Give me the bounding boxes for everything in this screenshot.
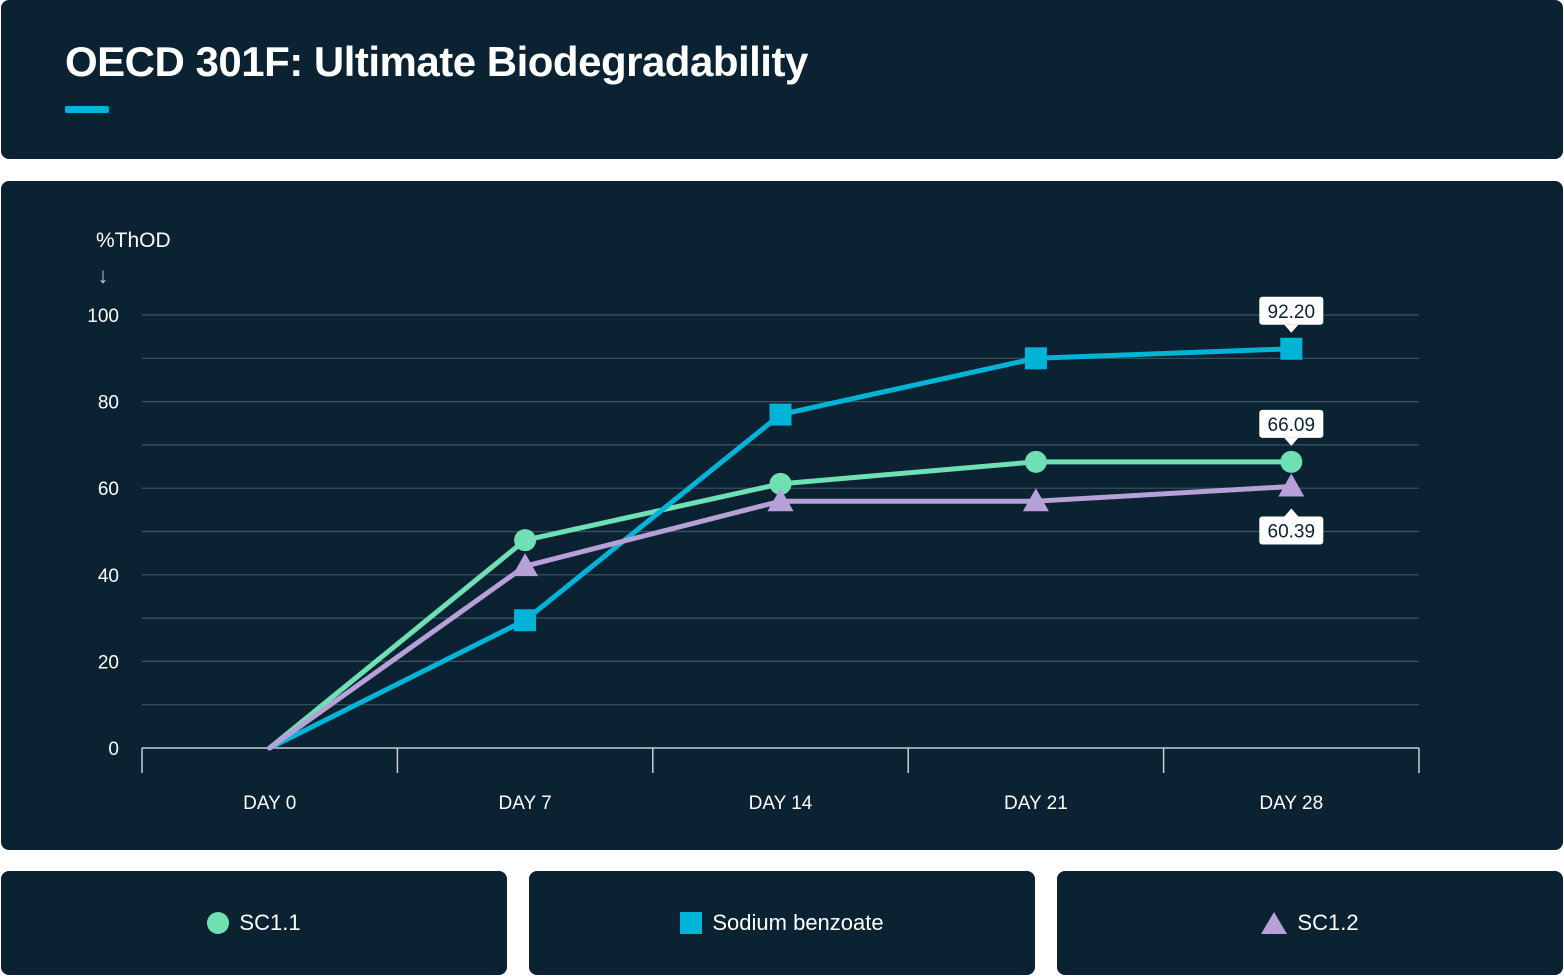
- triangle-point: [1022, 488, 1049, 512]
- legend-label: SC1.2: [1297, 910, 1359, 935]
- x-tick-label: DAY 7: [499, 793, 552, 814]
- y-tick-label: 60: [98, 479, 119, 500]
- x-tick-label: DAY 28: [1259, 793, 1323, 814]
- legend-item-sc1-1[interactable]: SC1.1: [1, 871, 507, 975]
- circle-point: [1280, 450, 1303, 473]
- square-point: [514, 609, 537, 632]
- triangle-point: [767, 488, 794, 512]
- square-point: [769, 403, 792, 426]
- legend-label: SC1.1: [239, 910, 301, 935]
- y-tick-label: 100: [87, 306, 119, 327]
- label-layer: 66.09 92.20 60.39: [1259, 296, 1324, 545]
- header-panel: OECD 301F: Ultimate Biodegradability: [1, 0, 1563, 159]
- value-callout: 60.39: [1259, 508, 1324, 545]
- x-tick-label: DAY 21: [1004, 793, 1068, 814]
- circle-point: [514, 529, 537, 552]
- triangle-marker-icon: [1261, 912, 1288, 934]
- axis-layer: 0 20 40 60 80 100 %ThOD ↓ DAY 0 DAY 7 DAY 14 DAY 21…: [87, 229, 1420, 814]
- circle-point: [1024, 450, 1047, 473]
- circle-point: [769, 472, 792, 495]
- legend-label: Sodium benzoate: [712, 910, 884, 935]
- y-tick-label: 0: [108, 739, 119, 760]
- y-tick-label: 40: [98, 566, 119, 587]
- value-label: 60.39: [1268, 522, 1316, 543]
- square-marker-icon: [680, 912, 703, 934]
- x-tick-label: DAY 14: [749, 793, 813, 814]
- x-tick-label: DAY 0: [243, 793, 296, 814]
- value-label: 66.09: [1268, 415, 1316, 436]
- square-point: [1280, 337, 1303, 360]
- line-chart: 0 20 40 60 80 100 %ThOD ↓ DAY 0 DAY 7 DAY 14 DAY 21…: [87, 229, 1420, 814]
- page-title: OECD 301F: Ultimate Biodegradability: [65, 38, 808, 85]
- title-accent-bar: [65, 106, 109, 113]
- down-arrow-icon: ↓: [98, 263, 109, 288]
- y-axis-label: %ThOD: [96, 229, 171, 252]
- triangle-point: [512, 553, 539, 577]
- legend-item-sc1-2[interactable]: SC1.2: [1057, 871, 1563, 975]
- y-tick-label: 20: [98, 652, 119, 673]
- value-label: 92.20: [1268, 302, 1316, 323]
- square-point: [1024, 347, 1047, 370]
- triangle-point: [1278, 473, 1305, 497]
- legend-item-sodium-benzoate[interactable]: Sodium benzoate: [529, 871, 1035, 975]
- y-tick-label: 80: [98, 393, 119, 414]
- chart-panel: 0 20 40 60 80 100 %ThOD ↓ DAY 0 DAY 7 DAY 14 DAY 21…: [1, 181, 1563, 850]
- value-callout: 92.20: [1259, 296, 1324, 333]
- value-callout: 66.09: [1259, 409, 1324, 446]
- series-line: [267, 484, 1294, 751]
- circle-marker-icon: [207, 912, 230, 934]
- series-layer: [267, 337, 1305, 751]
